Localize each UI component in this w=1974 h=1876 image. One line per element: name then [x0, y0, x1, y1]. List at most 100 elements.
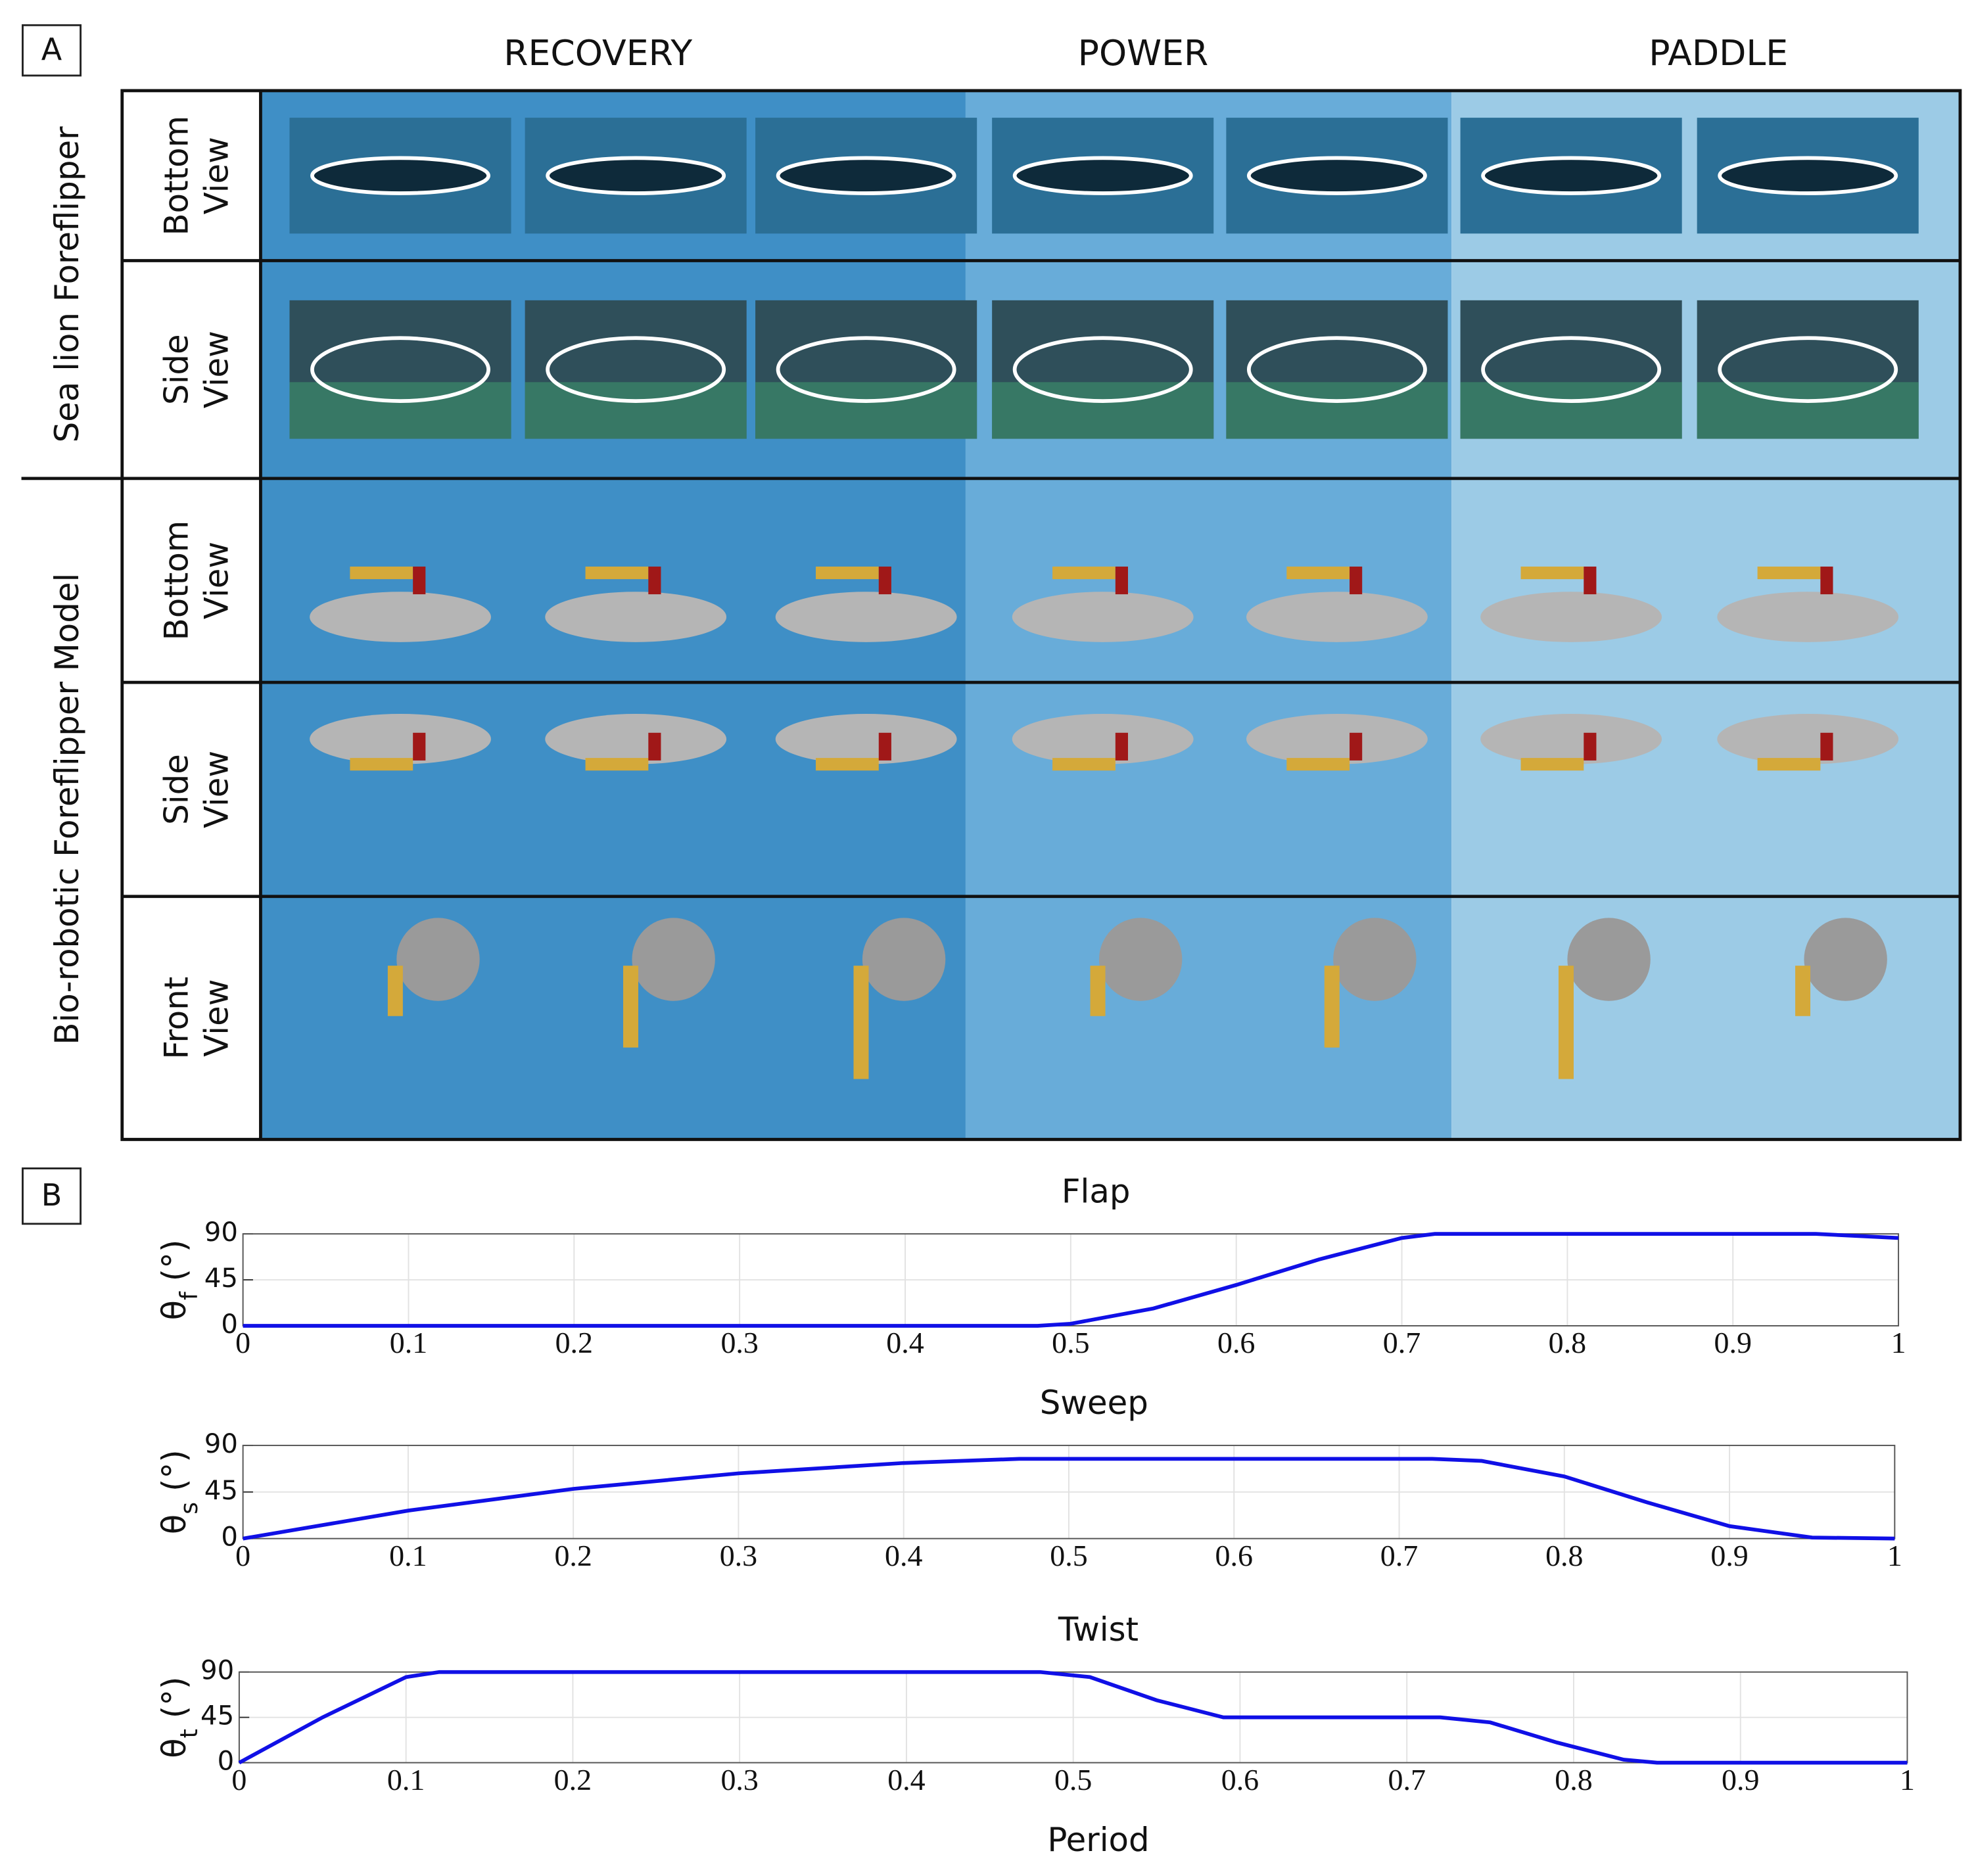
model-body	[1333, 918, 1417, 1001]
x-tick-label: 0.9	[1710, 1539, 1748, 1572]
outline	[1481, 336, 1662, 403]
y-axis-label-part: θ	[155, 1738, 193, 1758]
x-tick-label: 0.3	[720, 1763, 758, 1796]
x-tick-label: 0.5	[1052, 1326, 1089, 1359]
outline	[546, 336, 726, 403]
outline	[776, 156, 956, 195]
x-tick-label: 0.8	[1555, 1763, 1592, 1796]
model-flipper	[585, 758, 649, 771]
phase-header: POWER	[1078, 32, 1209, 74]
outline	[310, 336, 490, 403]
model-body	[775, 592, 957, 642]
model-flipper	[1795, 966, 1811, 1016]
outline	[310, 156, 490, 195]
x-tick-label: 0.7	[1388, 1763, 1425, 1796]
model-joint	[648, 566, 661, 595]
x-tick-label: 0.8	[1549, 1326, 1586, 1359]
x-tick-label: 0.2	[555, 1326, 593, 1359]
panel-label-box	[22, 1167, 82, 1225]
model-body	[1246, 714, 1428, 764]
x-tick-label: 0.7	[1380, 1539, 1418, 1572]
x-tick-label: 0.1	[389, 1539, 427, 1572]
model-body	[545, 714, 727, 764]
x-tick-label: 1	[1891, 1326, 1906, 1359]
model-joint	[878, 732, 891, 761]
photo-water	[755, 382, 977, 439]
y-axis-label-part: (°)	[155, 1449, 193, 1502]
table-border	[120, 89, 1962, 1141]
model-flipper	[350, 566, 413, 580]
model-flipper	[1558, 966, 1574, 1079]
model-flipper	[1090, 966, 1106, 1016]
plot-frame	[242, 1444, 1896, 1539]
row-label: Side	[157, 754, 195, 825]
x-tick-label: 0.5	[1054, 1763, 1092, 1796]
y-tick-label: 90	[204, 1217, 238, 1248]
x-tick-label: 0.2	[554, 1763, 592, 1796]
outline	[1246, 156, 1427, 195]
model-flipper	[623, 966, 638, 1048]
y-axis-label-part: θ	[155, 1514, 193, 1534]
row-label: View	[198, 979, 236, 1057]
model-joint	[1584, 566, 1597, 595]
model-flipper	[1052, 758, 1116, 771]
model-joint	[1820, 566, 1833, 595]
y-tick-label: 0	[221, 1522, 238, 1553]
model-flipper	[1324, 966, 1340, 1048]
y-axis-label: θs (°)	[155, 1449, 203, 1534]
phase-header: RECOVERY	[504, 32, 692, 74]
model-joint	[1584, 732, 1597, 761]
row-label: Bottom	[157, 521, 195, 641]
model-body	[1567, 918, 1651, 1001]
x-tick-label: 0.6	[1217, 1326, 1255, 1359]
photo-water	[1226, 382, 1448, 439]
x-tick-label: 0.4	[885, 1539, 922, 1572]
x-tick-label: 0	[231, 1763, 247, 1796]
x-tick-label: 0.6	[1221, 1763, 1259, 1796]
model-body	[545, 592, 727, 642]
plot-frame	[242, 1233, 1900, 1326]
chart-title: Twist	[1058, 1610, 1139, 1649]
photo-water	[525, 382, 747, 439]
row-label: Side	[157, 334, 195, 405]
photo-water	[1697, 382, 1919, 439]
model-body	[1717, 714, 1899, 764]
model-flipper	[1052, 566, 1116, 580]
model-body	[310, 714, 491, 764]
data-line	[238, 1670, 1908, 1765]
x-tick-label: 0.3	[720, 1326, 758, 1359]
y-tick-label: 90	[204, 1429, 238, 1459]
row-label: View	[198, 137, 236, 214]
model-joint	[1115, 732, 1128, 761]
y-tick-label: 90	[200, 1656, 234, 1686]
chart-title: Sweep	[1040, 1384, 1148, 1422]
y-tick-label: 45	[204, 1263, 238, 1294]
photo-water	[1460, 382, 1682, 439]
row-label: Bottom	[157, 116, 195, 236]
model-flipper	[816, 758, 879, 771]
y-axis-label-part: s	[175, 1502, 203, 1514]
model-body	[396, 918, 480, 1001]
x-tick-label: 0.4	[887, 1763, 925, 1796]
model-body	[1717, 592, 1899, 642]
y-axis-label-part: t	[175, 1729, 203, 1738]
x-tick-label: 0	[235, 1326, 250, 1359]
y-axis-label: θt (°)	[155, 1677, 203, 1758]
model-body	[1012, 714, 1194, 764]
y-tick-label: 0	[218, 1747, 235, 1777]
model-flipper	[1757, 566, 1821, 580]
model-flipper	[816, 566, 879, 580]
panel-label: B	[41, 1177, 62, 1213]
outline	[1246, 336, 1427, 403]
x-tick-label: 0	[235, 1539, 250, 1572]
x-tick-label: 1	[1887, 1539, 1902, 1572]
model-body	[632, 918, 715, 1001]
model-joint	[413, 566, 426, 595]
model-joint	[1350, 566, 1363, 595]
panel-label: A	[41, 32, 62, 67]
y-axis-label: θf (°)	[155, 1240, 203, 1321]
model-flipper	[1520, 566, 1584, 580]
data-line	[243, 1232, 1899, 1328]
model-flipper	[585, 566, 649, 580]
y-tick-label: 0	[221, 1309, 238, 1340]
